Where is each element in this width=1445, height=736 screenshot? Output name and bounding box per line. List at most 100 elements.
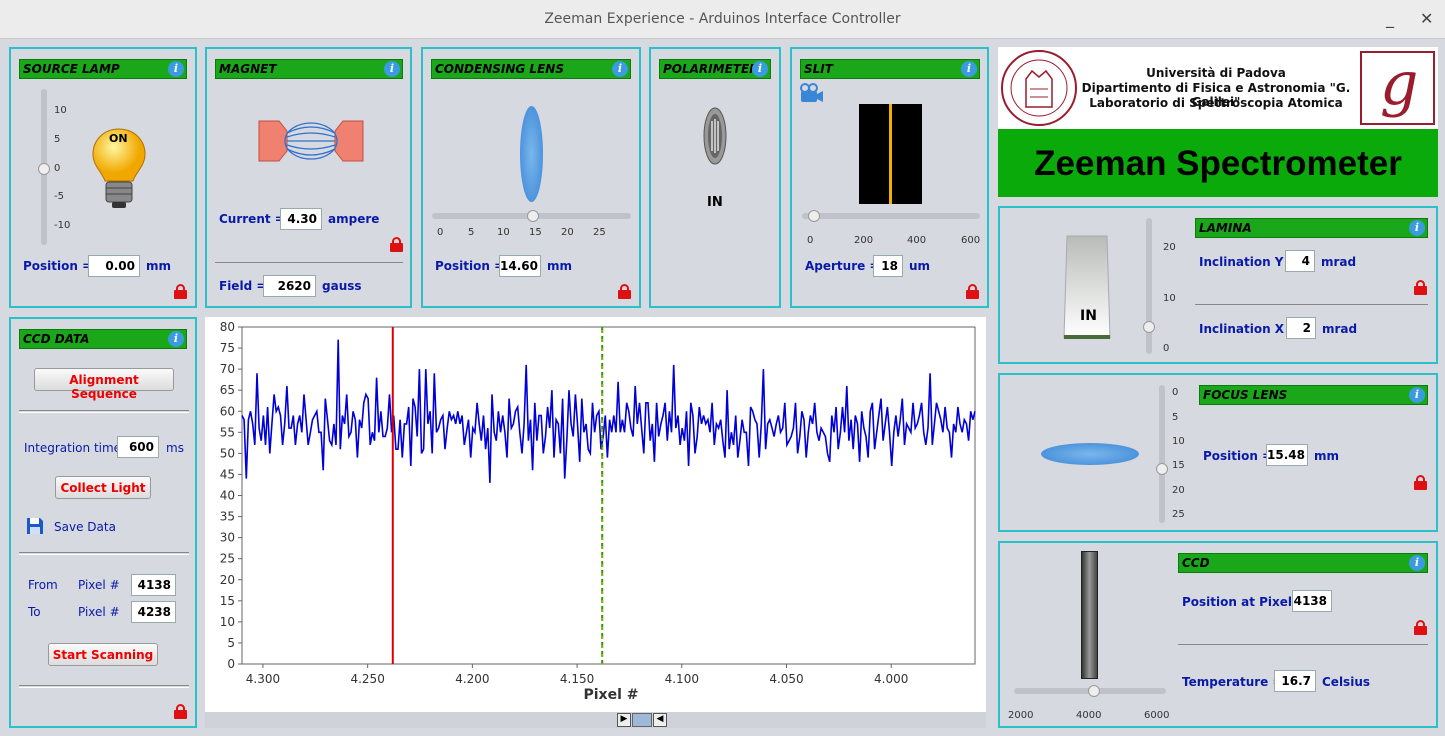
info-icon[interactable]: i: [1409, 387, 1425, 403]
scroll-left-button[interactable]: ▶: [617, 713, 631, 727]
x-tick-label: 4.200: [455, 672, 489, 686]
lock-icon[interactable]: [174, 284, 187, 299]
y-tick-label: 80: [220, 320, 235, 334]
minimize-button[interactable]: _: [1386, 9, 1394, 28]
slit-slider-knob[interactable]: [808, 210, 820, 222]
source-lamp-panel: SOURCE LAMP i 10 5 0 -5 -10 ON Position =…: [9, 47, 197, 308]
camera-icon[interactable]: [800, 83, 824, 103]
info-icon[interactable]: i: [1409, 555, 1425, 571]
separator: [215, 262, 403, 263]
info-icon[interactable]: i: [961, 61, 977, 77]
lock-icon[interactable]: [390, 237, 403, 252]
lock-icon[interactable]: [1414, 475, 1427, 490]
y-tick-label: 45: [220, 467, 235, 481]
ccd-position-field[interactable]: 4138: [1292, 590, 1332, 612]
field-unit: gauss: [322, 279, 362, 293]
condensing-lens-icon: [520, 106, 543, 202]
lamina-slider[interactable]: [1146, 218, 1152, 354]
focus-lens-slider[interactable]: [1159, 385, 1165, 523]
focus-lens-slider-knob[interactable]: [1156, 463, 1168, 475]
y-tick-label: 0: [227, 657, 235, 671]
x-tick-label: 4.250: [350, 672, 384, 686]
info-icon[interactable]: i: [752, 61, 768, 77]
university-name: Università di Padova: [1146, 66, 1286, 80]
y-tick-label: 40: [220, 489, 235, 503]
magnet-panel: MAGNET i Current = 4.30 ampere Field = 26…: [205, 47, 412, 308]
polarimeter-state: IN: [707, 195, 723, 210]
info-icon[interactable]: i: [168, 331, 184, 347]
bulb-on-label: ON: [109, 132, 128, 145]
title-bar: Zeeman Experience - Arduinos Interface C…: [0, 0, 1445, 39]
lamina-plate-icon: [1063, 235, 1111, 339]
lamina-state: IN: [1080, 308, 1097, 324]
lamina-panel: IN 20 10 0 LAMINA i Inclination Y = 4 mra…: [998, 206, 1438, 364]
close-button[interactable]: ✕: [1420, 9, 1434, 28]
to-pixel-field[interactable]: 4238: [131, 601, 176, 623]
lock-icon[interactable]: [174, 704, 187, 719]
lock-icon[interactable]: [966, 284, 979, 299]
focus-lens-panel: 0 5 10 15 20 25 FOCUS LENS i Position = 1…: [998, 373, 1438, 532]
lock-icon[interactable]: [1414, 620, 1427, 635]
aperture-unit: um: [909, 259, 931, 273]
scroll-right-button[interactable]: ◀: [653, 713, 667, 727]
field-label: Field =: [219, 279, 267, 293]
focus-lens-header: FOCUS LENS i: [1199, 385, 1428, 405]
temperature-unit: Celsius: [1322, 675, 1370, 689]
separator: [19, 685, 189, 688]
x-axis-label: Pixel #: [583, 687, 639, 703]
condensing-lens-slider-knob[interactable]: [527, 210, 539, 222]
inclination-y-label: Inclination Y =: [1199, 255, 1298, 269]
inclination-y-field[interactable]: 4: [1285, 250, 1315, 272]
from-pixel-field[interactable]: 4138: [131, 574, 176, 596]
source-lamp-header: SOURCE LAMP i: [19, 59, 187, 79]
lock-icon[interactable]: [1414, 280, 1427, 295]
slit-image: [859, 104, 922, 204]
inclination-y-unit: mrad: [1321, 255, 1357, 269]
window-title: Zeeman Experience - Arduinos Interface C…: [544, 11, 901, 27]
x-tick-label: 4.100: [665, 672, 699, 686]
y-tick-label: 55: [220, 425, 235, 439]
ccd-header: CCD i: [1178, 553, 1428, 573]
field-field[interactable]: 2620: [263, 275, 316, 297]
spectrum-plot: 0 5 10 15 20 25 30 35 40 45 50 55 60 65 70 75 80 4.300 4.2…: [220, 320, 976, 686]
info-icon[interactable]: i: [168, 61, 184, 77]
polarimeter-panel: POLARIMETER i IN: [649, 47, 781, 308]
save-data-button[interactable]: Save Data: [26, 517, 136, 537]
info-icon[interactable]: i: [1409, 220, 1425, 236]
current-field[interactable]: 4.30: [280, 208, 322, 230]
inclination-x-label: Inclination X =: [1199, 322, 1299, 336]
condensing-position-field[interactable]: 14.60: [499, 255, 541, 277]
aperture-field[interactable]: 18: [873, 255, 903, 277]
lamp-position-field[interactable]: 0.00: [88, 255, 140, 277]
spectrum-chart: 0 5 10 15 20 25 30 35 40 45 50 55 60 65 70 75 80 4.300 4.2…: [205, 317, 986, 712]
integration-time-field[interactable]: 600: [117, 436, 159, 458]
scroll-thumb[interactable]: [632, 713, 652, 727]
spectrum-line: [241, 339, 976, 483]
inclination-x-field[interactable]: 2: [1286, 317, 1316, 339]
info-icon[interactable]: i: [384, 61, 400, 77]
alignment-sequence-button[interactable]: Alignment Sequence: [34, 368, 174, 401]
focus-position-field[interactable]: 15.48: [1266, 444, 1308, 466]
ccd-sensor-icon: [1081, 551, 1098, 679]
lock-icon[interactable]: [618, 284, 631, 299]
start-scanning-button[interactable]: Start Scanning: [48, 643, 158, 666]
condensing-unit: mm: [547, 259, 573, 273]
y-tick-label: 5: [227, 636, 235, 650]
temperature-field[interactable]: 16.7: [1274, 670, 1316, 692]
ccd-slider-knob[interactable]: [1088, 685, 1100, 697]
ccd-position-label: Position at Pixel #: [1182, 595, 1307, 609]
y-tick-label: 50: [220, 446, 235, 460]
lamina-slider-knob[interactable]: [1143, 321, 1155, 333]
lamina-header: LAMINA i: [1195, 218, 1428, 238]
slit-slider[interactable]: [802, 213, 980, 219]
focus-position-unit: mm: [1314, 449, 1340, 463]
lamp-slider-knob[interactable]: [38, 163, 50, 175]
ccd-data-header: CCD DATA i: [19, 329, 187, 349]
y-tick-label: 60: [220, 404, 235, 418]
ccd-panel: 2000 4000 6000 CCD i Position at Pixel # …: [998, 541, 1438, 728]
collect-light-button[interactable]: Collect Light: [55, 476, 151, 499]
integration-time-label: Integration time: [24, 441, 122, 455]
info-icon[interactable]: i: [612, 61, 628, 77]
separator: [1195, 304, 1428, 305]
chart-scrollbar[interactable]: ▶ ◀: [205, 712, 986, 728]
